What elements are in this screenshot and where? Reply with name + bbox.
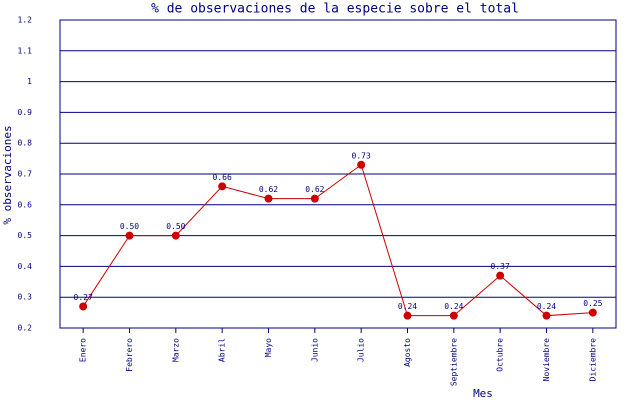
- data-point: [310, 194, 319, 203]
- data-label: 0.25: [583, 299, 602, 308]
- y-axis-label: % observaciones: [1, 125, 14, 224]
- x-tick-label: Julio: [357, 338, 366, 362]
- x-tick-label: Noviembre: [542, 338, 551, 382]
- x-tick-label: Octubre: [496, 338, 505, 372]
- data-point: [218, 182, 227, 191]
- data-point: [264, 194, 273, 203]
- data-point: [79, 302, 88, 311]
- data-point: [125, 231, 134, 240]
- plot-frame: [59, 19, 617, 329]
- y-tick-label: 1.2: [18, 16, 33, 25]
- x-tick-label: Enero: [79, 338, 88, 362]
- data-label: 0.24: [444, 302, 463, 311]
- data-label: 0.62: [305, 185, 324, 194]
- data-label: 0.24: [537, 302, 556, 311]
- data-label: 0.24: [398, 302, 417, 311]
- y-tick-label: 0.7: [18, 170, 33, 179]
- x-tick-label: Abril: [218, 338, 227, 362]
- x-tick-label: Agosto: [403, 338, 412, 367]
- y-tick-label: 0.9: [18, 108, 33, 117]
- data-label: 0.50: [166, 222, 185, 231]
- x-tick-label: Septiembre: [449, 338, 458, 386]
- x-tick-label: Marzo: [171, 338, 180, 362]
- data-line: [82, 163, 593, 317]
- y-tick-label: 1: [27, 77, 32, 86]
- x-axis-label: Mes: [473, 387, 493, 400]
- y-tick-label: 0.5: [18, 231, 33, 240]
- data-point: [449, 311, 458, 320]
- data-label: 0.27: [74, 293, 93, 302]
- data-point: [588, 308, 597, 317]
- data-point: [542, 311, 551, 320]
- x-tick-label: Mayo: [264, 338, 273, 357]
- data-label: 0.50: [120, 222, 139, 231]
- x-tick-label: Junio: [310, 338, 319, 362]
- y-tick-label: 0.4: [18, 262, 33, 271]
- y-tick-label: 0.2: [18, 324, 33, 333]
- y-tick-label: 0.6: [18, 200, 33, 209]
- data-point: [357, 160, 366, 169]
- chart-title: % de observaciones de la especie sobre e…: [151, 2, 519, 17]
- data-label: 0.73: [352, 151, 371, 160]
- x-tick-label: Diciembre: [588, 338, 597, 382]
- data-point: [403, 311, 412, 320]
- data-label: 0.37: [491, 262, 510, 271]
- y-tick-label: 0.3: [18, 293, 33, 302]
- data-label: 0.62: [259, 185, 278, 194]
- y-tick-label: 1.1: [18, 46, 33, 55]
- y-tick-label: 0.8: [18, 139, 33, 148]
- data-point: [496, 271, 505, 280]
- x-tick-label: Febrero: [125, 338, 134, 372]
- data-label: 0.66: [213, 173, 232, 182]
- data-point: [171, 231, 180, 240]
